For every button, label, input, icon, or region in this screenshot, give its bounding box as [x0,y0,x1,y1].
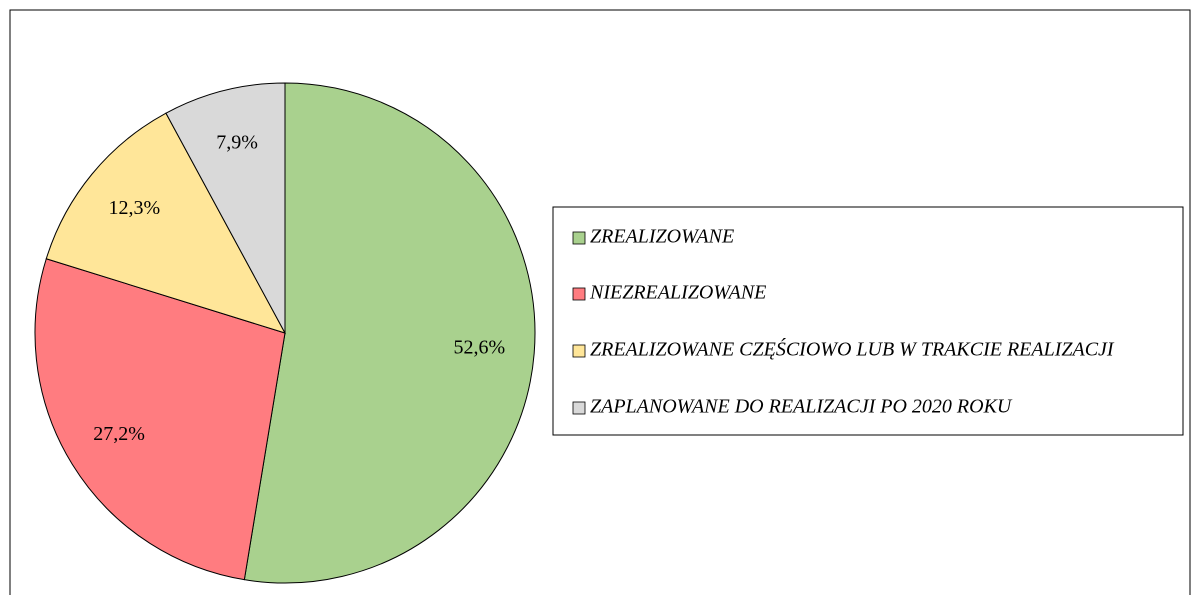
chart-border [9,9,1191,595]
legend-label: ZREALIZOWANE CZĘŚCIOWO LUB W TRAKCIE REA… [590,337,1115,361]
legend-label: ZREALIZOWANE [590,226,734,248]
legend-label: ZAPLANOWANE DO REALIZACJI PO 2020 ROKU [590,396,1013,418]
data-label: 52,6% [454,337,506,359]
legend-swatch [572,287,586,301]
legend-box [552,206,1184,436]
pie-slice [34,258,286,581]
pie-slice [165,82,286,334]
legend-swatch [572,401,586,415]
data-label: 7,9% [216,132,258,154]
data-label: 27,2% [93,423,145,445]
legend-swatch [572,231,586,245]
legend-swatch [572,344,586,358]
legend-label: NIEZREALIZOWANE [589,282,766,304]
pie-slice [243,82,536,584]
pie-slice [45,112,287,334]
data-label: 12,3% [109,197,161,219]
